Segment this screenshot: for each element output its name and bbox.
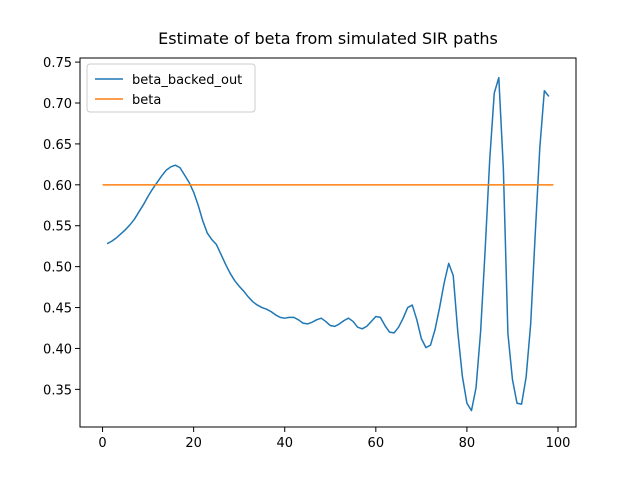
x-tick-label: 100 xyxy=(546,436,571,451)
y-tick-label: 0.60 xyxy=(43,179,72,194)
y-tick-label: 0.75 xyxy=(43,56,72,71)
y-tick-label: 0.45 xyxy=(43,302,72,317)
legend-box xyxy=(86,63,256,113)
y-tick-label: 0.35 xyxy=(43,383,72,398)
x-tick-label: 40 xyxy=(276,436,293,451)
y-tick-label: 0.50 xyxy=(43,261,72,276)
legend-label: beta xyxy=(132,93,161,108)
x-tick-label: 60 xyxy=(368,436,385,451)
x-tick-label: 20 xyxy=(185,436,202,451)
y-tick-label: 0.40 xyxy=(43,342,72,357)
line-series xyxy=(106,76,550,412)
x-tick-label: 80 xyxy=(459,436,476,451)
x-tick-label: 0 xyxy=(98,436,106,451)
legend-label: beta_backed_out xyxy=(132,73,242,88)
y-tick-label: 0.65 xyxy=(43,138,72,153)
plot-frame xyxy=(79,57,577,428)
y-tick-label: 0.55 xyxy=(43,220,72,235)
y-tick-label: 0.70 xyxy=(43,97,72,112)
chart-title: Estimate of beta from simulated SIR path… xyxy=(158,29,498,48)
